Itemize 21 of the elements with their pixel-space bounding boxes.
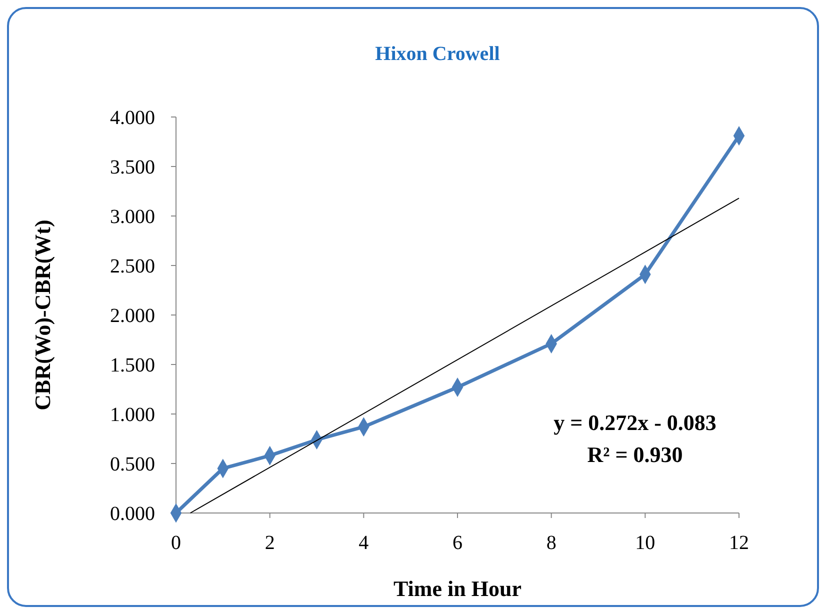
x-tick-label: 12: [729, 532, 749, 554]
annotation: y = 0.272x - 0.083: [554, 410, 716, 435]
y-axis-title: CBR(Wo)-CBR(Wt): [30, 220, 55, 410]
y-tick-label: 1.000: [110, 404, 155, 426]
chart-title: Hixon Crowell: [375, 43, 500, 65]
x-tick-label: 2: [264, 532, 275, 554]
y-tick-label: 2.000: [110, 305, 155, 327]
y-tick-label: 3.000: [110, 206, 155, 228]
x-tick-label: 4: [358, 532, 369, 554]
x-tick-label: 6: [452, 532, 462, 554]
x-tick-label: 10: [635, 532, 656, 554]
x-axis-title: Time in Hour: [394, 576, 522, 601]
x-tick-label: 8: [546, 532, 556, 554]
y-tick-label: 1.500: [110, 354, 155, 376]
y-tick-label: 4.000: [110, 107, 155, 129]
y-tick-label: 0.000: [110, 503, 155, 525]
x-tick-label: 0: [171, 532, 181, 554]
y-tick-label: 3.500: [110, 156, 155, 178]
y-tick-label: 0.500: [110, 454, 155, 476]
y-tick-label: 2.500: [110, 256, 155, 278]
annotation: R² = 0.930: [587, 442, 683, 467]
